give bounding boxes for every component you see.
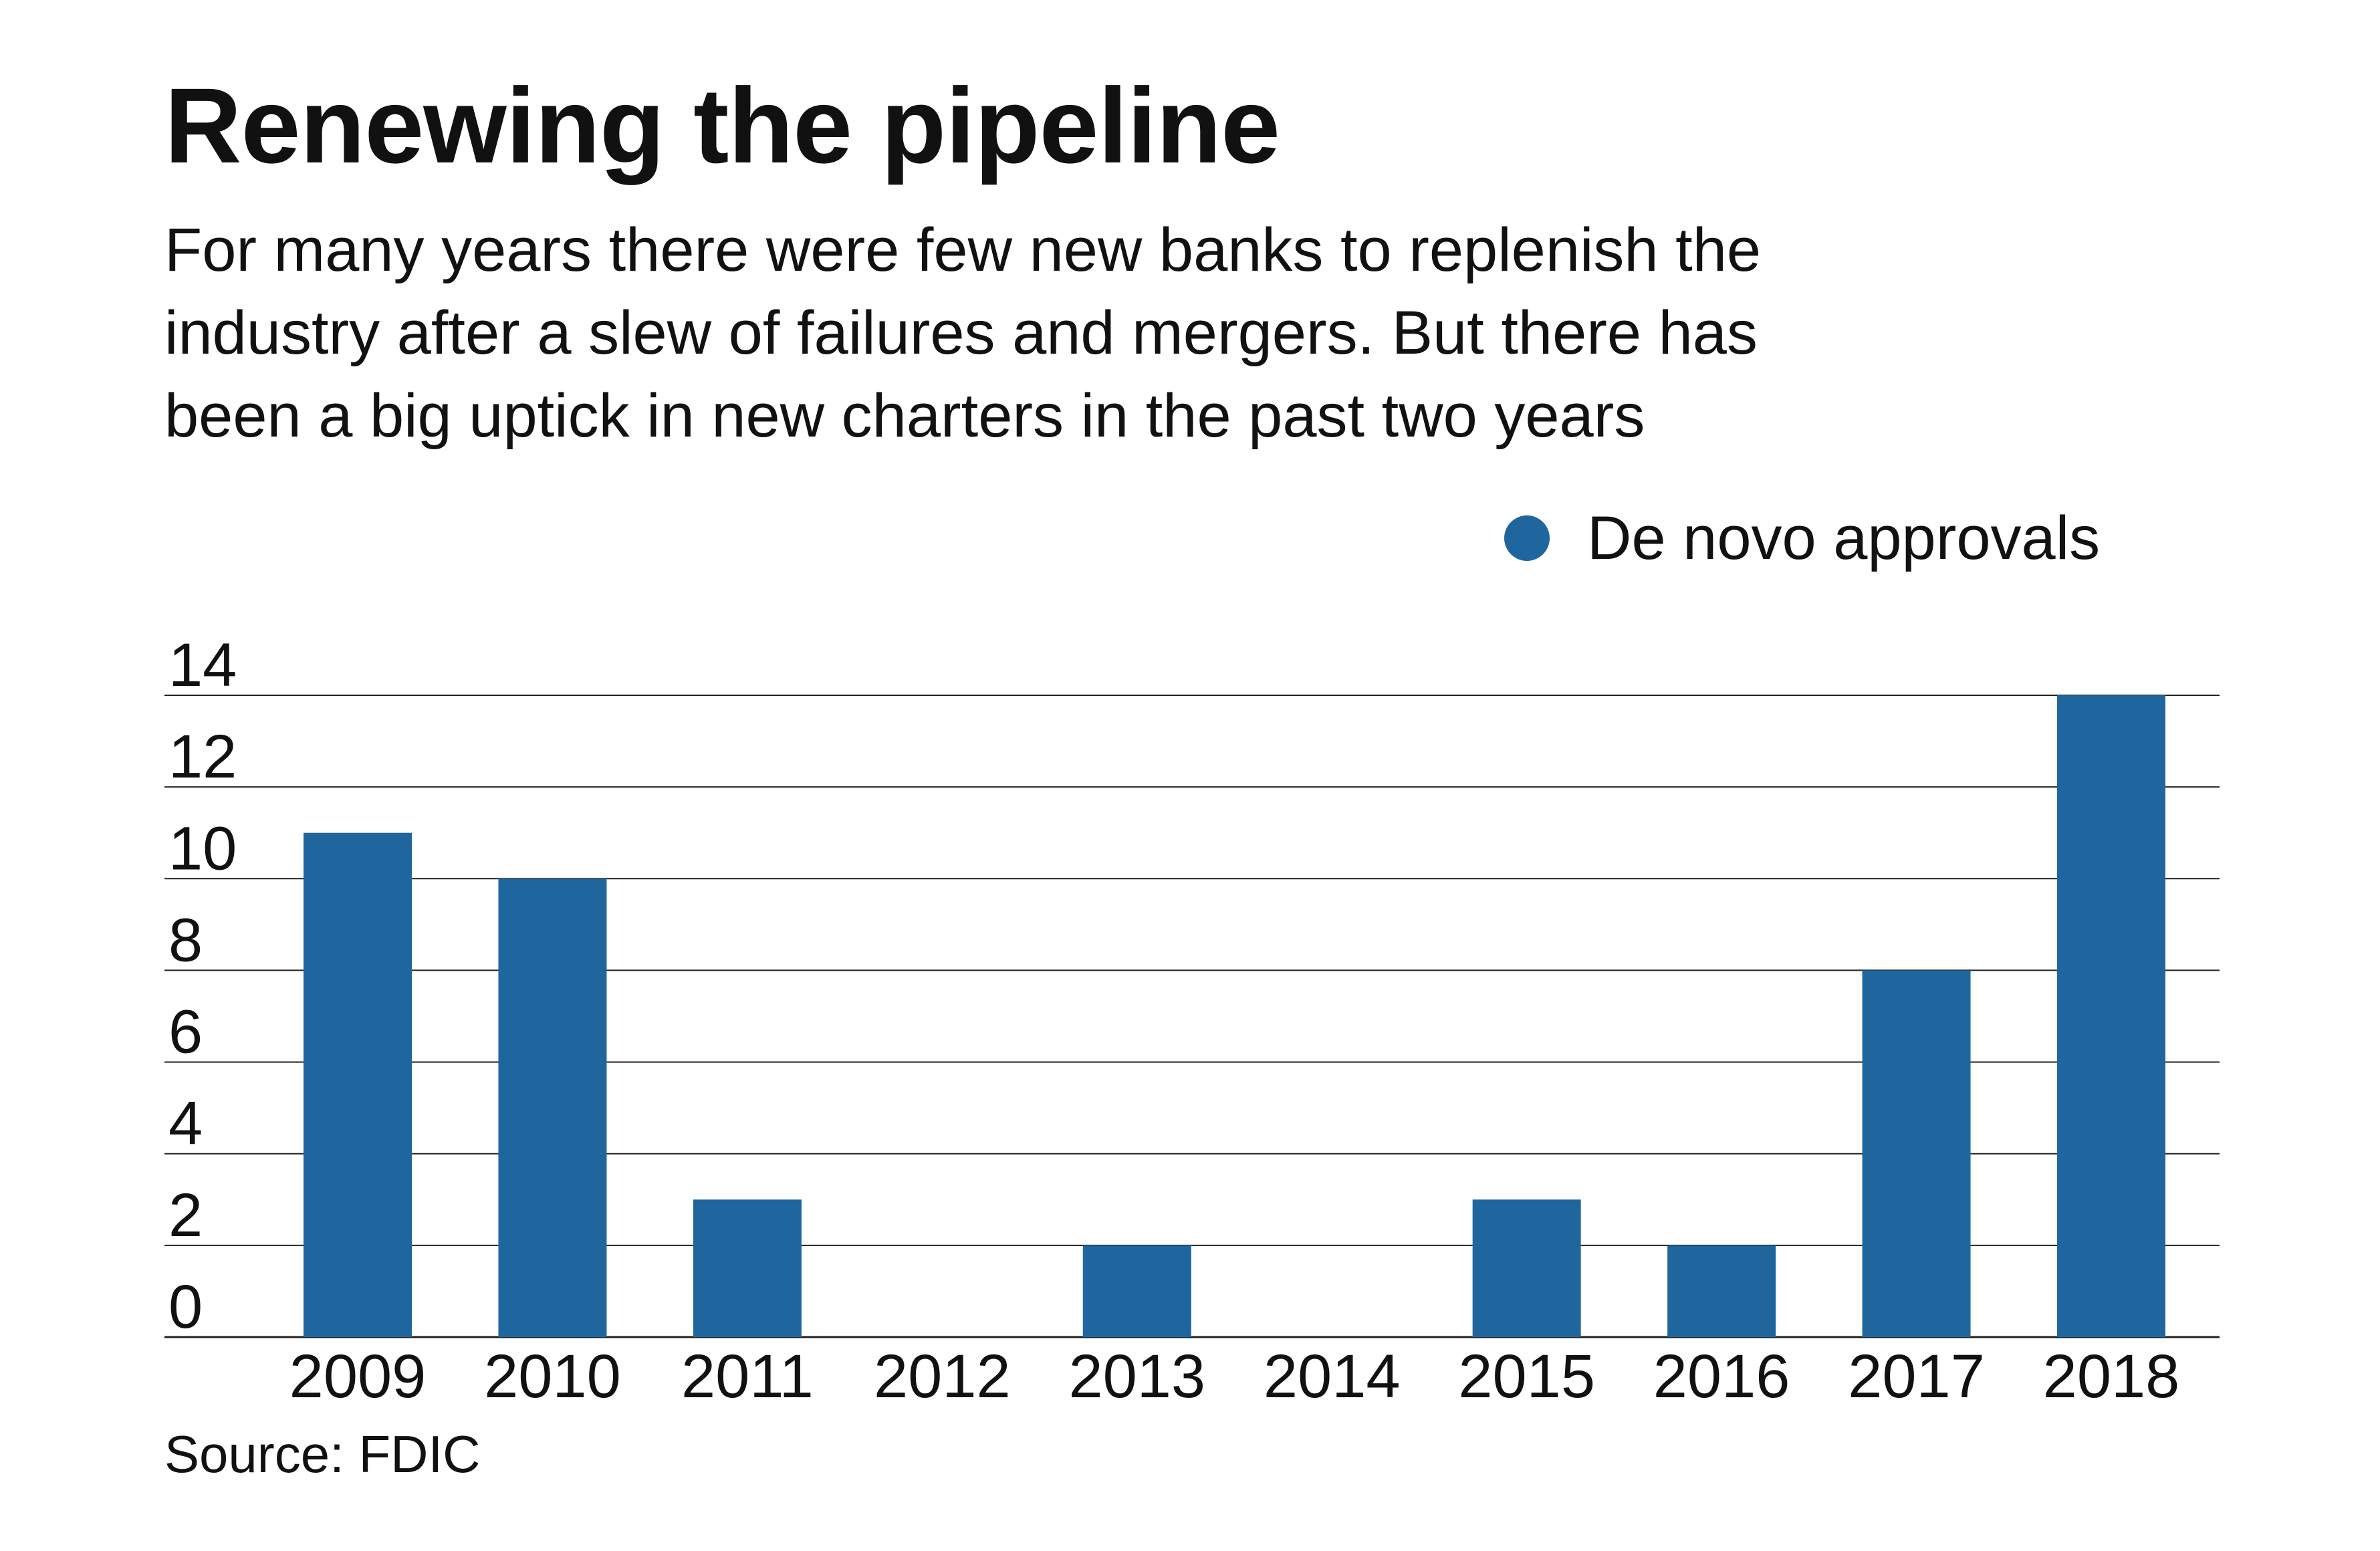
x-tick-label: 2014 — [1264, 1342, 1401, 1411]
y-tick-label: 10 — [168, 814, 237, 882]
x-tick-label: 2018 — [2043, 1342, 2180, 1411]
bar — [1862, 970, 1971, 1337]
y-tick-label: 8 — [168, 906, 203, 974]
bar — [498, 878, 607, 1337]
x-tick-label: 2012 — [874, 1342, 1011, 1411]
x-tick-label: 2017 — [1848, 1342, 1985, 1411]
subtitle-line: been a big uptick in new charters in the… — [164, 382, 1645, 450]
bar — [304, 832, 412, 1337]
subtitle-line: industry after a slew of failures and me… — [164, 299, 1758, 367]
bar — [1472, 1199, 1581, 1337]
y-tick-label: 0 — [168, 1273, 203, 1341]
legend: De novo approvals — [1504, 501, 2100, 575]
y-tick-label: 14 — [168, 631, 237, 699]
x-tick-label: 2011 — [681, 1342, 814, 1411]
x-tick-label: 2015 — [1458, 1342, 1595, 1411]
chart-subtitle: For many years there were few new banks … — [164, 209, 2304, 457]
x-tick-label: 2010 — [484, 1342, 621, 1411]
bar — [2057, 695, 2165, 1337]
legend-label: De novo approvals — [1587, 503, 2101, 572]
subtitle-line: For many years there were few new banks … — [164, 216, 1762, 284]
y-tick-label: 2 — [168, 1181, 203, 1249]
y-tick-label: 4 — [168, 1090, 203, 1158]
legend-swatch — [1504, 515, 1550, 561]
source-note: Source: FDIC — [164, 1425, 481, 1483]
bar — [1667, 1245, 1776, 1337]
chart-title: Renewing the pipeline — [164, 66, 1280, 185]
y-tick-label: 12 — [168, 723, 237, 791]
bar — [1082, 1245, 1191, 1337]
bar — [693, 1199, 802, 1337]
y-tick-label: 6 — [168, 998, 203, 1066]
x-tick-label: 2013 — [1068, 1342, 1205, 1411]
x-tick-label: 2009 — [289, 1342, 427, 1411]
x-tick-label: 2016 — [1653, 1342, 1790, 1411]
